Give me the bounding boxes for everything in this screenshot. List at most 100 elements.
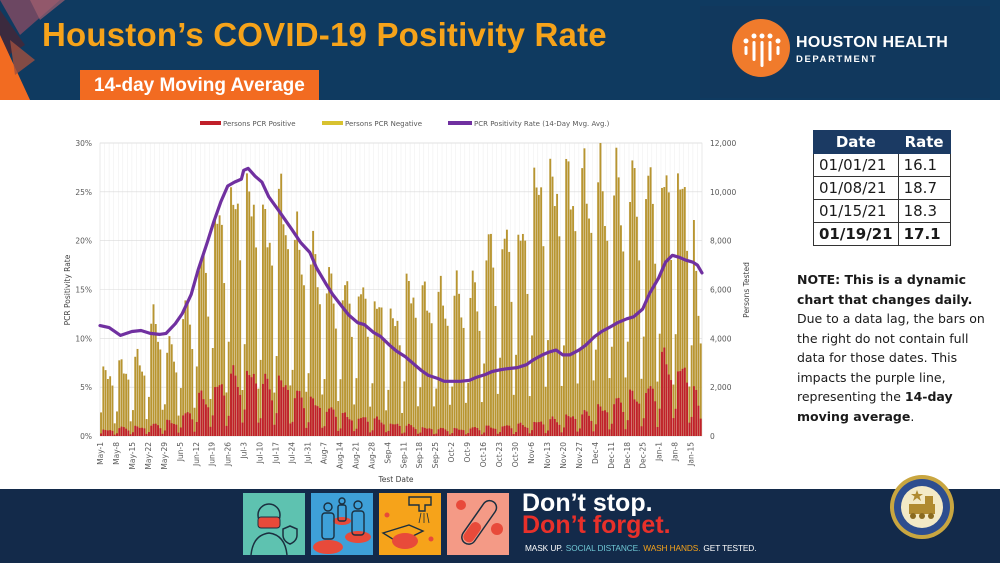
bar-negative <box>234 209 237 436</box>
bar-negative <box>364 298 367 436</box>
bar-negative <box>360 294 362 436</box>
x-tick-label: Jan-1 <box>655 442 664 462</box>
bar-negative <box>389 308 392 436</box>
bar-positive <box>360 418 362 436</box>
bar-positive <box>487 425 490 436</box>
bar-positive <box>312 398 315 436</box>
bar-positive <box>255 383 258 436</box>
bar-negative <box>193 407 196 436</box>
table-row-latest: 01/19/21 17.1 <box>813 222 951 246</box>
bar-negative <box>298 249 301 436</box>
bar-positive <box>321 427 324 436</box>
bar-positive <box>426 428 429 436</box>
bar-positive <box>262 383 264 436</box>
bar-negative <box>380 307 383 436</box>
bar-positive <box>433 434 435 436</box>
bar-positive <box>419 432 422 436</box>
bar-positive <box>423 427 426 436</box>
bar-positive <box>216 386 219 436</box>
bar-negative <box>262 204 264 436</box>
bar-negative <box>686 250 689 436</box>
bar-positive <box>446 431 449 436</box>
bar-negative <box>635 216 638 436</box>
bar-positive <box>102 429 105 436</box>
bar-positive <box>515 432 517 436</box>
bar-negative <box>496 393 499 436</box>
bar-positive <box>592 431 595 436</box>
bar-positive <box>658 408 661 436</box>
bar-negative <box>129 421 132 436</box>
bar-positive <box>553 418 556 436</box>
positive-bars <box>100 347 702 436</box>
bar-positive <box>572 416 574 436</box>
bar-positive <box>129 434 132 436</box>
bar-positive <box>120 426 123 436</box>
bar-negative <box>321 394 324 436</box>
bar-negative <box>560 385 563 436</box>
bar-positive <box>697 405 700 436</box>
bar-negative <box>583 148 586 436</box>
bar-positive <box>524 426 527 436</box>
bar-negative <box>679 189 682 436</box>
bar-positive <box>578 428 581 436</box>
y-tick-label: 30% <box>75 139 92 148</box>
bar-positive <box>369 432 372 436</box>
bar-positive <box>325 411 328 436</box>
x-tick-label: Jun-12 <box>192 442 201 467</box>
bar-negative <box>241 390 244 436</box>
bar-negative <box>175 372 178 436</box>
bar-positive <box>642 418 645 436</box>
bar-positive <box>533 421 536 436</box>
bar-negative <box>113 423 116 436</box>
bar-positive <box>309 396 312 436</box>
bar-negative <box>378 307 381 436</box>
bar-positive <box>569 417 572 436</box>
table-row: 01/01/21 16.1 <box>813 153 951 177</box>
bar-negative <box>312 230 315 436</box>
bar-negative <box>323 379 326 436</box>
bar-negative <box>476 311 479 436</box>
bar-negative <box>631 160 634 436</box>
bar-negative <box>191 349 194 436</box>
bar-negative <box>688 386 691 436</box>
bar-positive <box>350 420 353 436</box>
bar-positive <box>661 351 663 436</box>
bar-positive <box>346 417 349 436</box>
bar-positive <box>681 368 684 436</box>
bar-negative <box>300 274 303 436</box>
bar-positive <box>414 429 417 436</box>
tagline: MASK UP. SOCIAL DISTANCE. WASH HANDS. GET T… <box>525 543 759 553</box>
legend-label-negative: Persons PCR Negative <box>345 120 422 128</box>
x-tick-label: Jun-19 <box>208 442 217 467</box>
bar-positive <box>234 375 237 436</box>
bar-positive <box>528 433 531 436</box>
bar-negative <box>645 199 647 436</box>
bar-negative <box>255 247 258 436</box>
bar-positive <box>387 430 390 436</box>
bar-positive <box>145 433 148 436</box>
bar-negative <box>232 204 235 436</box>
bar-negative <box>467 382 470 436</box>
bar-positive <box>241 422 244 436</box>
note-lead: NOTE: This is a dynamic chart that chang… <box>797 272 973 307</box>
logo-name: HOUSTON HEALTH <box>796 34 949 51</box>
bar-positive <box>410 425 413 436</box>
bar-positive <box>563 427 565 436</box>
bar-positive <box>236 386 239 436</box>
bar-positive <box>542 424 545 436</box>
bar-positive <box>154 423 157 436</box>
bar-positive <box>649 386 652 436</box>
bar-negative <box>307 373 310 436</box>
bar-positive <box>435 433 438 436</box>
bar-positive <box>275 413 278 436</box>
x-tick-label: Jan-15 <box>687 442 696 467</box>
bar-positive <box>499 432 502 436</box>
x-tick-label: Jul-3 <box>240 442 249 460</box>
bar-negative <box>535 187 538 436</box>
bar-positive <box>599 406 602 436</box>
bar-negative <box>227 341 230 436</box>
bar-negative <box>305 391 308 436</box>
bar-negative <box>521 233 524 436</box>
bar-negative <box>391 318 394 436</box>
bar-negative <box>341 300 344 436</box>
